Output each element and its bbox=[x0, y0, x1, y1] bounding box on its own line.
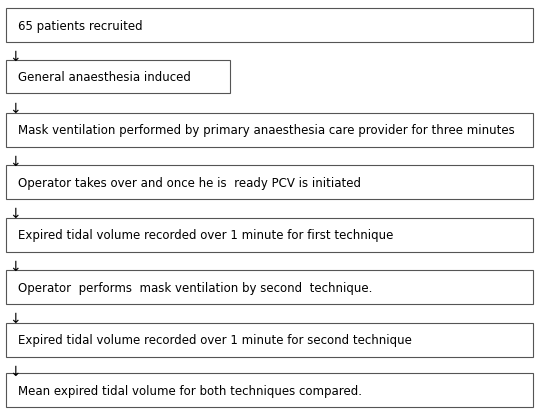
Bar bbox=[6, 218, 533, 252]
Bar bbox=[6, 61, 230, 94]
Text: ↓: ↓ bbox=[9, 364, 21, 378]
Text: ↓: ↓ bbox=[9, 259, 21, 273]
Text: Operator  performs  mask ventilation by second  technique.: Operator performs mask ventilation by se… bbox=[18, 281, 372, 294]
Text: Mask ventilation performed by primary anaesthesia care provider for three minute: Mask ventilation performed by primary an… bbox=[18, 124, 515, 137]
Bar bbox=[6, 166, 533, 200]
Text: ↓: ↓ bbox=[9, 102, 21, 116]
Bar bbox=[6, 114, 533, 147]
Text: ↓: ↓ bbox=[9, 311, 21, 325]
Text: ↓: ↓ bbox=[9, 49, 21, 63]
Text: General anaesthesia induced: General anaesthesia induced bbox=[18, 71, 191, 84]
Bar bbox=[6, 373, 533, 407]
Text: Mean expired tidal volume for both techniques compared.: Mean expired tidal volume for both techn… bbox=[18, 384, 362, 397]
Text: 65 patients recruited: 65 patients recruited bbox=[18, 20, 143, 33]
Text: Expired tidal volume recorded over 1 minute for second technique: Expired tidal volume recorded over 1 min… bbox=[18, 333, 412, 346]
Bar bbox=[6, 323, 533, 357]
Bar bbox=[6, 9, 533, 43]
Text: ↓: ↓ bbox=[9, 207, 21, 220]
Text: Operator takes over and once he is  ready PCV is initiated: Operator takes over and once he is ready… bbox=[18, 176, 361, 189]
Bar bbox=[6, 271, 533, 304]
Text: ↓: ↓ bbox=[9, 154, 21, 168]
Text: Expired tidal volume recorded over 1 minute for first technique: Expired tidal volume recorded over 1 min… bbox=[18, 229, 393, 242]
